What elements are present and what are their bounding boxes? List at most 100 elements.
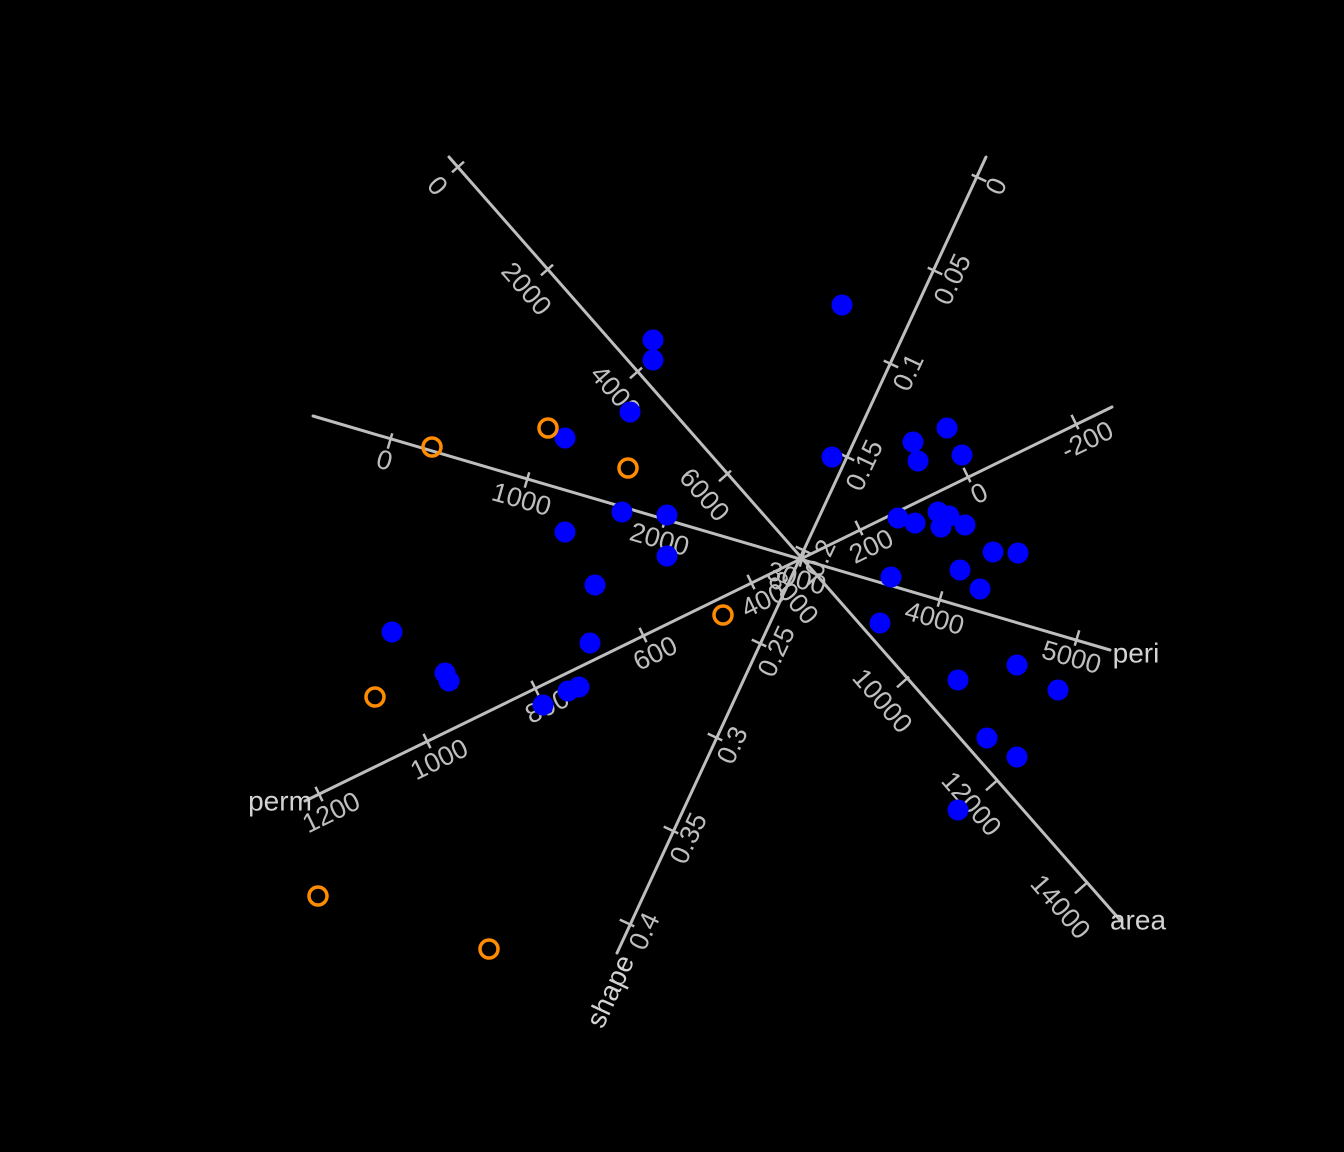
area-tick-label: 12000	[935, 766, 1007, 842]
perm-tick-mark	[962, 467, 972, 483]
data-point-filled	[821, 446, 843, 468]
peri-tick-mark	[523, 471, 531, 489]
shape-tick-mark	[971, 173, 987, 183]
data-point-filled	[947, 669, 969, 691]
peri-tick-mark	[1073, 629, 1081, 647]
shape-tick-label: 0.35	[664, 808, 713, 868]
data-point-filled	[611, 501, 633, 523]
perm-tick-mark	[746, 574, 756, 590]
perm-tick-mark	[314, 786, 324, 802]
area-axis-line	[447, 155, 1122, 922]
data-point-filled	[381, 621, 403, 643]
area-tick-label: 2000	[495, 256, 557, 321]
data-point-filled	[1006, 746, 1028, 768]
data-point-filled	[969, 578, 991, 600]
shape-tick-mark	[751, 638, 767, 648]
data-point-filled	[907, 450, 929, 472]
data-point-filled	[642, 349, 664, 371]
shape-tick-mark	[707, 732, 723, 742]
data-point-filled	[936, 417, 958, 439]
data-point-filled	[579, 632, 601, 654]
data-point-filled	[656, 504, 678, 526]
perm-tick-mark	[638, 627, 648, 643]
peri-tick-label: 0	[373, 444, 396, 477]
shape-tick-mark	[883, 359, 899, 369]
data-point-filled	[831, 294, 853, 316]
data-point-filled	[880, 566, 902, 588]
peri-tick-label: 4000	[902, 595, 968, 640]
area-tick-mark	[807, 572, 821, 586]
data-point-filled	[902, 431, 924, 453]
data-point-filled	[869, 612, 891, 634]
data-point-filled	[949, 559, 971, 581]
area-tick-mark	[718, 469, 732, 483]
shape-tick-label: 0.4	[623, 908, 666, 955]
peri-tick-mark	[936, 590, 944, 608]
shape-axis-title: shape	[580, 950, 640, 1032]
perm-tick-mark	[422, 733, 432, 749]
shape-tick-mark	[927, 266, 943, 276]
shape-axis-line	[615, 155, 988, 955]
data-point-filled	[619, 401, 641, 423]
data-point-filled	[532, 694, 554, 716]
data-point-open	[421, 436, 443, 458]
data-point-open	[712, 604, 734, 626]
data-point-filled	[584, 574, 606, 596]
perm-axis-line	[303, 405, 1114, 803]
data-point-filled	[1047, 679, 1069, 701]
data-point-filled	[554, 521, 576, 543]
data-point-filled	[982, 541, 1004, 563]
area-tick-label: 0	[421, 170, 454, 201]
data-point-filled	[954, 514, 976, 536]
data-point-filled	[951, 444, 973, 466]
area-tick-mark	[1074, 881, 1088, 895]
data-point-filled	[642, 329, 664, 351]
area-axis-title: area	[1110, 904, 1166, 935]
perm-tick-label: -200	[1056, 415, 1118, 466]
data-point-filled	[1006, 654, 1028, 676]
area-tick-label: 10000	[846, 663, 918, 739]
area-tick-mark	[540, 263, 554, 277]
data-point-filled	[976, 727, 998, 749]
data-point-filled	[554, 427, 576, 449]
shape-tick-mark	[663, 825, 679, 835]
perm-tick-mark	[854, 520, 864, 536]
perm-tick-mark	[1070, 414, 1080, 430]
perm-axis-title: perm	[248, 785, 312, 816]
shape-tick-mark	[795, 545, 811, 555]
shape-tick-label: 0.3	[711, 722, 754, 769]
data-point-filled	[904, 512, 926, 534]
data-point-filled	[438, 670, 460, 692]
perm-tick-mark	[530, 680, 540, 696]
peri-axis-title: peri	[1113, 637, 1160, 668]
data-point-filled	[656, 545, 678, 567]
data-point-open	[307, 885, 329, 907]
shape-tick-label: 0	[980, 173, 1014, 199]
perm-tick-label: 1000	[406, 733, 473, 786]
shape-tick-label: 0.15	[840, 435, 889, 495]
perm-tick-label: 0	[966, 477, 993, 511]
shape-tick-label: 0.05	[928, 249, 977, 309]
area-tick-mark	[451, 160, 465, 174]
perm-tick-label: 200	[844, 523, 898, 570]
data-point-filled	[947, 799, 969, 821]
area-tick-mark	[896, 675, 910, 689]
area-tick-mark	[985, 778, 999, 792]
data-point-open	[364, 686, 386, 708]
peri-tick-label: 5000	[1039, 634, 1105, 679]
shape-tick-label: 0.25	[752, 621, 801, 681]
area-tick-mark	[629, 366, 643, 380]
perm-tick-label: 600	[628, 630, 682, 677]
data-point-filled	[930, 516, 952, 538]
data-point-open	[478, 938, 500, 960]
data-point-open	[617, 457, 639, 479]
data-point-filled	[1007, 542, 1029, 564]
data-point-open	[537, 417, 559, 439]
data-point-filled	[887, 507, 909, 529]
shape-tick-mark	[619, 918, 635, 928]
peri-tick-mark	[386, 432, 394, 450]
peri-axis-line	[311, 414, 1112, 652]
data-point-filled	[568, 676, 590, 698]
